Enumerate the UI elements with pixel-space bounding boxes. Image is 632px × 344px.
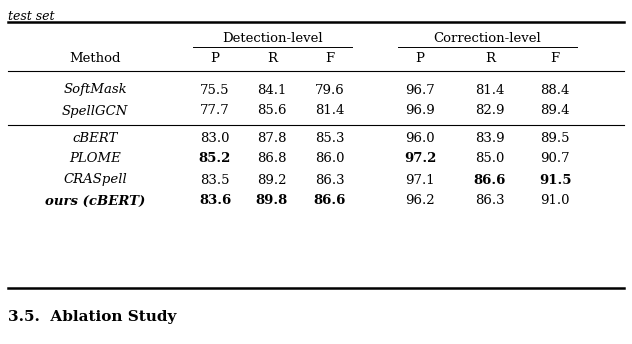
Text: 87.8: 87.8: [257, 131, 287, 144]
Text: 86.3: 86.3: [315, 173, 345, 186]
Text: Method: Method: [70, 52, 121, 65]
Text: 89.2: 89.2: [257, 173, 287, 186]
Text: 83.5: 83.5: [200, 173, 230, 186]
Text: 88.4: 88.4: [540, 84, 569, 97]
Text: 89.4: 89.4: [540, 105, 570, 118]
Text: 96.2: 96.2: [405, 194, 435, 207]
Text: 89.8: 89.8: [256, 194, 288, 207]
Text: 86.6: 86.6: [474, 173, 506, 186]
Text: 91.0: 91.0: [540, 194, 570, 207]
Text: 90.7: 90.7: [540, 152, 570, 165]
Text: 79.6: 79.6: [315, 84, 345, 97]
Text: 85.0: 85.0: [475, 152, 505, 165]
Text: P: P: [415, 52, 425, 65]
Text: CRASpell: CRASpell: [63, 173, 127, 186]
Text: PLOME: PLOME: [69, 152, 121, 165]
Text: 85.6: 85.6: [257, 105, 287, 118]
Text: R: R: [267, 52, 277, 65]
Text: 91.5: 91.5: [538, 173, 571, 186]
Text: 85.3: 85.3: [315, 131, 344, 144]
Text: 81.4: 81.4: [475, 84, 505, 97]
Text: cBERT: cBERT: [72, 131, 118, 144]
Text: 81.4: 81.4: [315, 105, 344, 118]
Text: test set: test set: [8, 10, 54, 23]
Text: 75.5: 75.5: [200, 84, 230, 97]
Text: F: F: [550, 52, 559, 65]
Text: 82.9: 82.9: [475, 105, 505, 118]
Text: R: R: [485, 52, 495, 65]
Text: Correction-level: Correction-level: [434, 32, 542, 44]
Text: 84.1: 84.1: [257, 84, 287, 97]
Text: Detection-level: Detection-level: [222, 32, 323, 44]
Text: SpellGCN: SpellGCN: [62, 105, 128, 118]
Text: 83.9: 83.9: [475, 131, 505, 144]
Text: P: P: [210, 52, 219, 65]
Text: 96.7: 96.7: [405, 84, 435, 97]
Text: 89.5: 89.5: [540, 131, 570, 144]
Text: 85.2: 85.2: [199, 152, 231, 165]
Text: 97.2: 97.2: [404, 152, 436, 165]
Text: F: F: [325, 52, 334, 65]
Text: 96.0: 96.0: [405, 131, 435, 144]
Text: 86.8: 86.8: [257, 152, 287, 165]
Text: 97.1: 97.1: [405, 173, 435, 186]
Text: 86.3: 86.3: [475, 194, 505, 207]
Text: 83.0: 83.0: [200, 131, 230, 144]
Text: ours (cBERT): ours (cBERT): [45, 194, 145, 207]
Text: SoftMask: SoftMask: [63, 84, 127, 97]
Text: 96.9: 96.9: [405, 105, 435, 118]
Text: 86.0: 86.0: [315, 152, 344, 165]
Text: 86.6: 86.6: [314, 194, 346, 207]
Text: 83.6: 83.6: [199, 194, 231, 207]
Text: 3.5.  Ablation Study: 3.5. Ablation Study: [8, 310, 176, 324]
Text: 77.7: 77.7: [200, 105, 230, 118]
